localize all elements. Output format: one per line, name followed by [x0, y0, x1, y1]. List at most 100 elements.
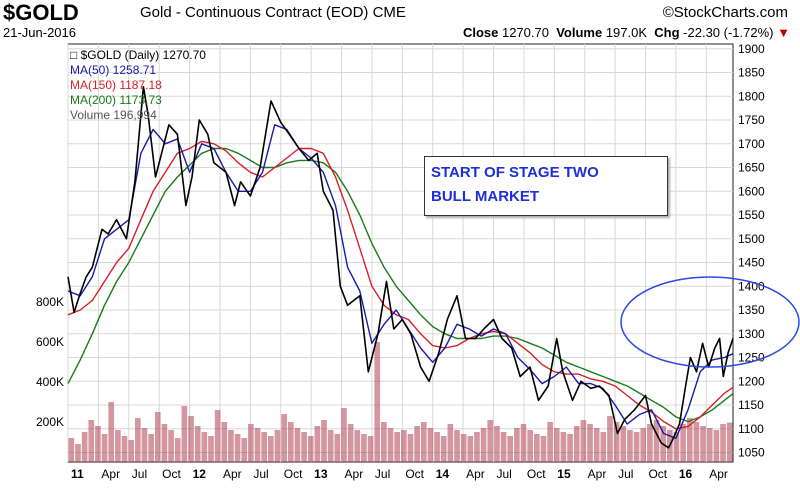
volume-label: Volume — [556, 25, 603, 40]
volume-bar — [720, 424, 726, 462]
volume-bar — [135, 418, 141, 462]
x-tick-label: Oct — [527, 467, 546, 481]
volume-bar — [507, 436, 514, 462]
y-tick-label: 1450 — [738, 256, 765, 270]
volume-tick-label: 600K — [36, 335, 64, 349]
volume-bar — [460, 434, 467, 462]
volume-bar — [294, 428, 301, 462]
volume-bar — [547, 422, 553, 462]
change-label: Chg — [654, 25, 680, 40]
volume-bar — [208, 436, 214, 462]
change-value: -22.30 (-1.72%) — [683, 25, 774, 40]
volume-bar — [534, 434, 540, 462]
volume-bar — [713, 430, 720, 462]
volume-bar — [487, 420, 494, 462]
y-tick-label: 1250 — [738, 351, 765, 365]
volume-bars — [68, 342, 733, 462]
volume-bar — [394, 432, 400, 462]
x-tick-label: 11 — [71, 467, 84, 481]
volume-bar — [387, 428, 394, 462]
x-tick-label: Oct — [648, 467, 667, 481]
volume-bar — [314, 426, 321, 462]
volume-bar — [700, 426, 706, 462]
volume-bar — [620, 426, 627, 462]
volume-bar — [440, 436, 447, 462]
volume-bar — [673, 432, 680, 462]
volume-bar — [553, 428, 560, 462]
volume-bar — [228, 430, 234, 462]
volume-bar — [221, 422, 228, 462]
volume-bar — [434, 432, 440, 462]
series-price-line — [67, 86, 734, 449]
volume-bar — [467, 436, 474, 462]
quote-stats: Close 1270.70 Volume 197.0K Chg -22.30 (… — [463, 25, 790, 40]
volume-bar — [148, 434, 154, 462]
y-tick-label: 1850 — [738, 66, 765, 80]
x-tick-label: 15 — [557, 467, 571, 481]
volume-bar — [686, 418, 693, 462]
volume-bar — [281, 414, 287, 462]
y-tick-label: 1600 — [738, 184, 765, 198]
volume-bar — [121, 436, 128, 462]
volume-bar — [327, 430, 334, 462]
source-credit: ©StockCharts.com — [662, 4, 788, 21]
volume-bar — [647, 424, 653, 462]
volume-bar — [254, 428, 261, 462]
x-tick-label: 14 — [436, 467, 450, 481]
x-tick-label: Oct — [405, 467, 424, 481]
x-tick-label: Apr — [223, 467, 242, 481]
x-tick-label: 16 — [679, 467, 693, 481]
volume-bar — [527, 430, 533, 462]
legend-price: □ $GOLD (Daily) 1270.70 — [70, 48, 206, 62]
volume-tick-label: 400K — [36, 375, 64, 389]
x-tick-label: Oct — [284, 467, 303, 481]
volume-bar — [693, 422, 700, 462]
x-tick-label: Jul — [132, 467, 147, 481]
volume-bar — [381, 422, 387, 462]
volume-bar — [301, 432, 307, 462]
down-arrow-icon: ▼ — [777, 25, 790, 40]
volume-bar — [287, 422, 294, 462]
volume-bar — [307, 436, 314, 462]
volume-bar — [420, 422, 427, 462]
legend-ma150: MA(150) 1187.18 — [70, 78, 162, 92]
y-tick-label: 1300 — [738, 327, 765, 341]
volume-bar — [361, 434, 367, 462]
x-tick-label: Oct — [162, 467, 181, 481]
volume-bar — [580, 420, 587, 462]
volume-bar — [341, 408, 347, 462]
volume-bar — [154, 412, 161, 462]
time-axis: 11 Apr Jul Oct 12 Apr Jul Oct 13 Apr Jul Oct 14 Apr Ju… — [71, 467, 728, 481]
volume-bar — [101, 434, 108, 462]
volume-bar — [115, 430, 121, 462]
volume-axis: 800K 600K 400K 200K — [36, 295, 64, 429]
volume-bar — [95, 426, 101, 462]
volume-bar — [174, 438, 181, 462]
x-tick-label: Jul — [375, 467, 390, 481]
volume-bar — [414, 426, 420, 462]
x-tick-label: Apr — [101, 467, 120, 481]
volume-bar — [680, 424, 686, 462]
volume-bar — [407, 434, 414, 462]
volume-bar — [653, 420, 660, 462]
legend-ma50: MA(50) 1258.71 — [70, 63, 157, 77]
volume-bar — [454, 430, 460, 462]
y-tick-label: 1050 — [738, 446, 765, 460]
y-tick-label: 1800 — [738, 89, 765, 103]
volume-bar — [321, 420, 327, 462]
volume-bar — [261, 432, 267, 462]
volume-bar — [214, 410, 221, 462]
volume-tick-label: 800K — [36, 295, 64, 309]
volume-bar — [520, 424, 527, 462]
volume-bar — [600, 432, 607, 462]
volume-bar — [88, 420, 95, 462]
chart-legend: □ $GOLD (Daily) 1270.70 MA(50) 1258.71 M… — [70, 48, 206, 123]
volume-bar — [640, 428, 647, 462]
annotation-line-1: START OF STAGE TWO — [431, 164, 599, 181]
series-ma200-line — [67, 147, 734, 423]
volume-bar — [613, 422, 620, 462]
volume-bar — [494, 426, 500, 462]
y-tick-label: 1650 — [738, 161, 765, 175]
volume-bar — [374, 342, 381, 462]
x-tick-label: Apr — [709, 467, 728, 481]
